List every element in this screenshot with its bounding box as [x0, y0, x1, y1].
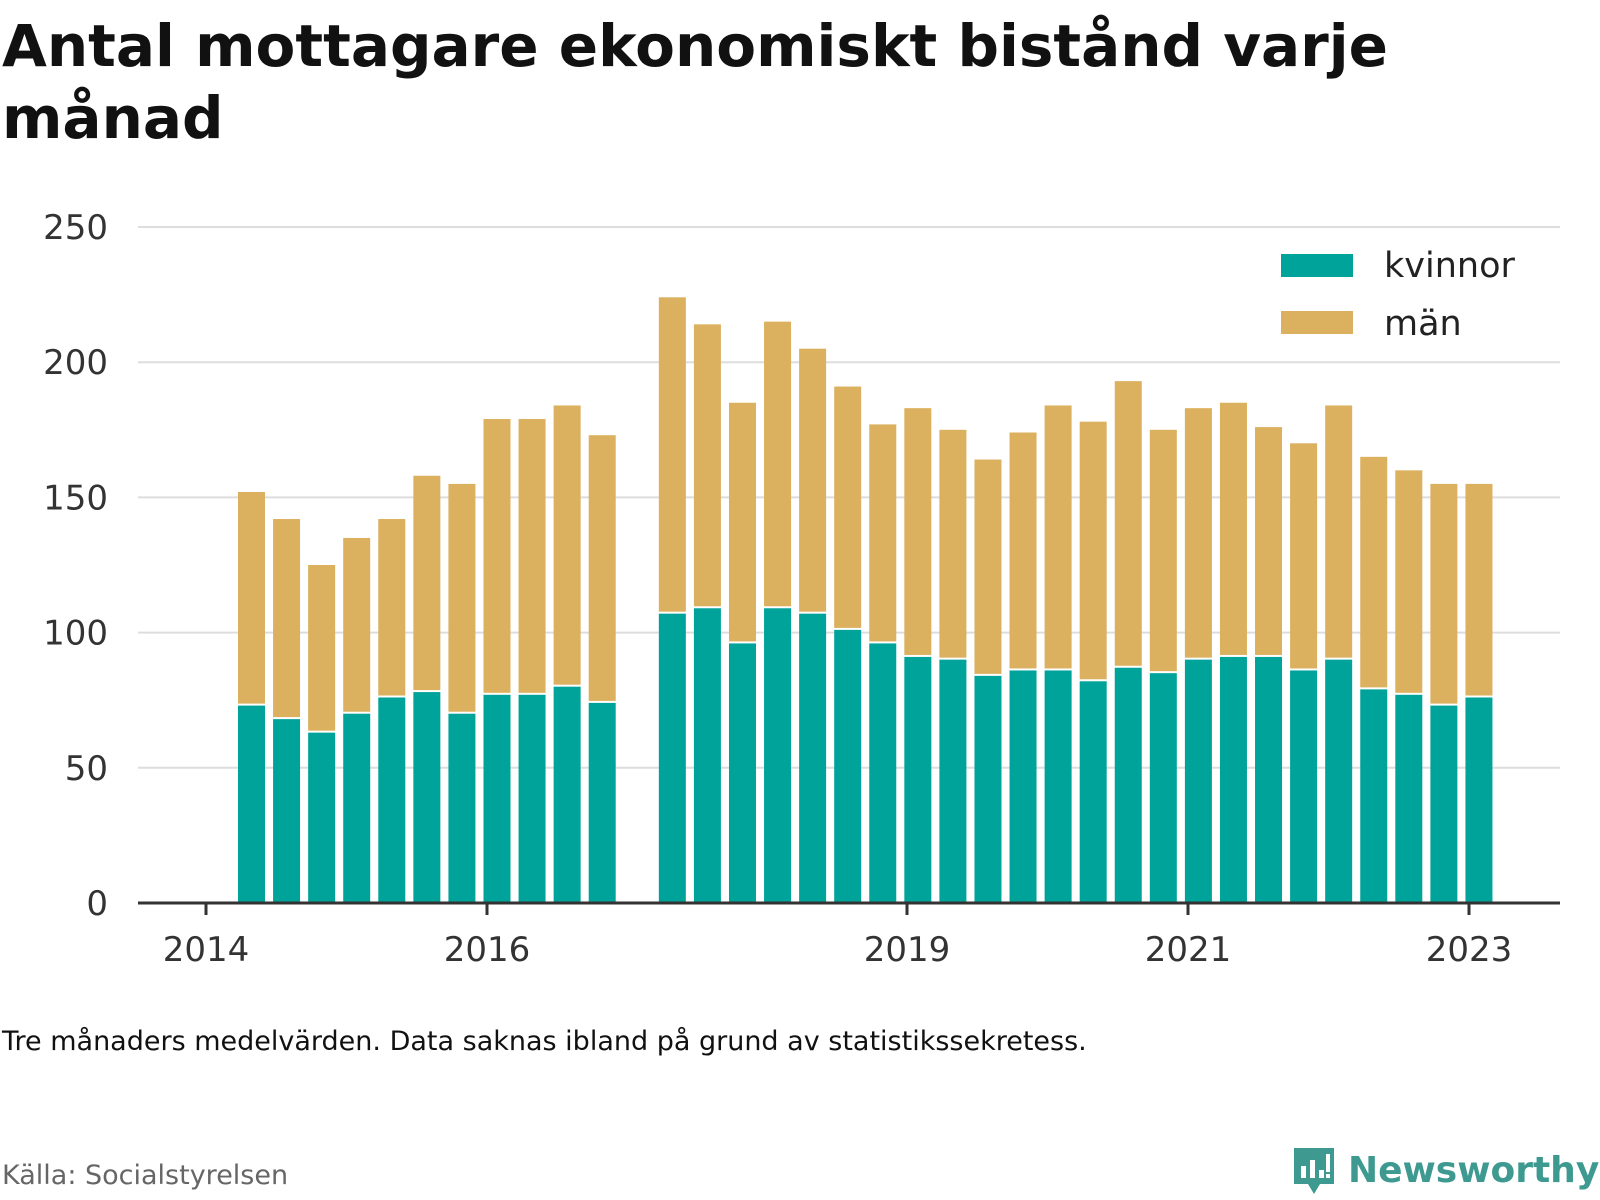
- x-tick-label: 2021: [1145, 930, 1232, 970]
- y-tick-label: 250: [43, 208, 108, 248]
- bar-man: [1430, 483, 1458, 704]
- bar-man: [728, 402, 756, 642]
- bar-kvinnor: [1360, 689, 1388, 903]
- bar-man: [553, 405, 581, 685]
- bar-man: [483, 418, 511, 693]
- bar-kvinnor: [799, 613, 827, 903]
- bar-kvinnor: [273, 719, 301, 903]
- bar-kvinnor: [1079, 681, 1107, 903]
- x-tick-label: 2014: [163, 930, 250, 970]
- bar-man: [1219, 402, 1247, 655]
- bar-man: [343, 537, 371, 712]
- bar-man: [518, 418, 546, 693]
- bar-kvinnor: [1290, 670, 1318, 903]
- y-tick-label: 150: [43, 478, 108, 518]
- bar-man: [693, 324, 721, 607]
- bar-kvinnor: [939, 659, 967, 903]
- bar-man: [1184, 408, 1212, 658]
- bar-kvinnor: [1149, 673, 1177, 903]
- bar-kvinnor: [974, 675, 1002, 903]
- legend-label-man: män: [1384, 304, 1462, 344]
- bar-kvinnor: [1255, 656, 1283, 903]
- bar-kvinnor: [904, 656, 932, 903]
- bar-kvinnor: [378, 697, 406, 903]
- bar-man: [658, 297, 686, 612]
- bar-kvinnor: [588, 702, 616, 903]
- bar-kvinnor: [1325, 659, 1353, 903]
- chart-note: Tre månaders medelvärden. Data saknas ib…: [2, 1026, 1087, 1057]
- bar-kvinnor: [448, 713, 476, 903]
- bar-man: [1395, 470, 1423, 693]
- legend-swatch-man: [1281, 311, 1353, 334]
- x-axis: 2014 2016 2019 2021 2023: [138, 901, 1560, 970]
- bar-kvinnor: [1114, 667, 1142, 903]
- bar-man: [974, 459, 1002, 674]
- x-tick-label: 2019: [864, 930, 951, 970]
- bar-man: [378, 519, 406, 696]
- bar-man: [1290, 443, 1318, 669]
- y-tick-label: 0: [86, 884, 108, 924]
- bar-kvinnor: [693, 608, 721, 903]
- stacked-bar-chart: 0 50 100 150 200 250 2014 2016 2019 2021 2023 kvi…: [43, 208, 1560, 970]
- bar-man: [308, 565, 336, 731]
- bar-man: [1009, 432, 1037, 669]
- bar-man: [1044, 405, 1072, 669]
- bar-kvinnor: [1009, 670, 1037, 903]
- bar-kvinnor: [1044, 670, 1072, 903]
- legend-swatch-kvinnor: [1281, 254, 1353, 277]
- bar-kvinnor: [308, 732, 336, 903]
- bar-man: [764, 321, 792, 607]
- bars: [238, 297, 1493, 903]
- y-tick-label: 100: [43, 614, 108, 654]
- bar-kvinnor: [834, 629, 862, 903]
- bar-man: [904, 408, 932, 655]
- x-tick-label: 2023: [1426, 930, 1513, 970]
- bar-kvinnor: [1430, 705, 1458, 903]
- bar-kvinnor: [764, 608, 792, 903]
- y-tick-label: 200: [43, 343, 108, 383]
- bar-kvinnor: [1219, 656, 1247, 903]
- bar-man: [448, 483, 476, 712]
- bar-kvinnor: [483, 694, 511, 903]
- legend-label-kvinnor: kvinnor: [1384, 246, 1515, 286]
- bar-man: [1360, 456, 1388, 688]
- legend: kvinnor män: [1281, 246, 1515, 344]
- bar-man: [1465, 483, 1493, 696]
- bar-man: [1079, 421, 1107, 680]
- bar-kvinnor: [343, 713, 371, 903]
- bar-kvinnor: [553, 686, 581, 903]
- bar-kvinnor: [728, 643, 756, 903]
- bar-kvinnor: [518, 694, 546, 903]
- bar-man: [413, 475, 441, 691]
- bar-kvinnor: [1184, 659, 1212, 903]
- y-tick-label: 50: [65, 749, 108, 789]
- bar-chart-logo-icon: [1294, 1148, 1334, 1194]
- bar-man: [1325, 405, 1353, 658]
- bar-kvinnor: [413, 692, 441, 903]
- bar-man: [1255, 427, 1283, 655]
- bar-kvinnor: [869, 643, 897, 903]
- bar-man: [588, 435, 616, 701]
- brand-name: Newsworthy: [1348, 1149, 1600, 1191]
- bar-man: [869, 424, 897, 642]
- bar-man: [1114, 381, 1142, 666]
- y-axis-tick-labels: 0 50 100 150 200 250: [43, 208, 108, 924]
- chart-title: Antal mottagare ekonomiskt bistånd varje…: [2, 12, 1388, 152]
- bar-man: [273, 519, 301, 718]
- bar-man: [939, 429, 967, 658]
- bar-man: [834, 386, 862, 628]
- x-tick-label: 2016: [444, 930, 531, 970]
- bar-kvinnor: [1465, 697, 1493, 903]
- source-label: Källa: Socialstyrelsen: [2, 1160, 289, 1191]
- bar-man: [799, 348, 827, 612]
- bar-kvinnor: [1395, 694, 1423, 903]
- bar-man: [1149, 429, 1177, 672]
- bar-kvinnor: [658, 613, 686, 903]
- bar-man: [238, 491, 265, 704]
- newsworthy-logo: Newsworthy: [1290, 1140, 1600, 1200]
- bar-kvinnor: [238, 705, 265, 903]
